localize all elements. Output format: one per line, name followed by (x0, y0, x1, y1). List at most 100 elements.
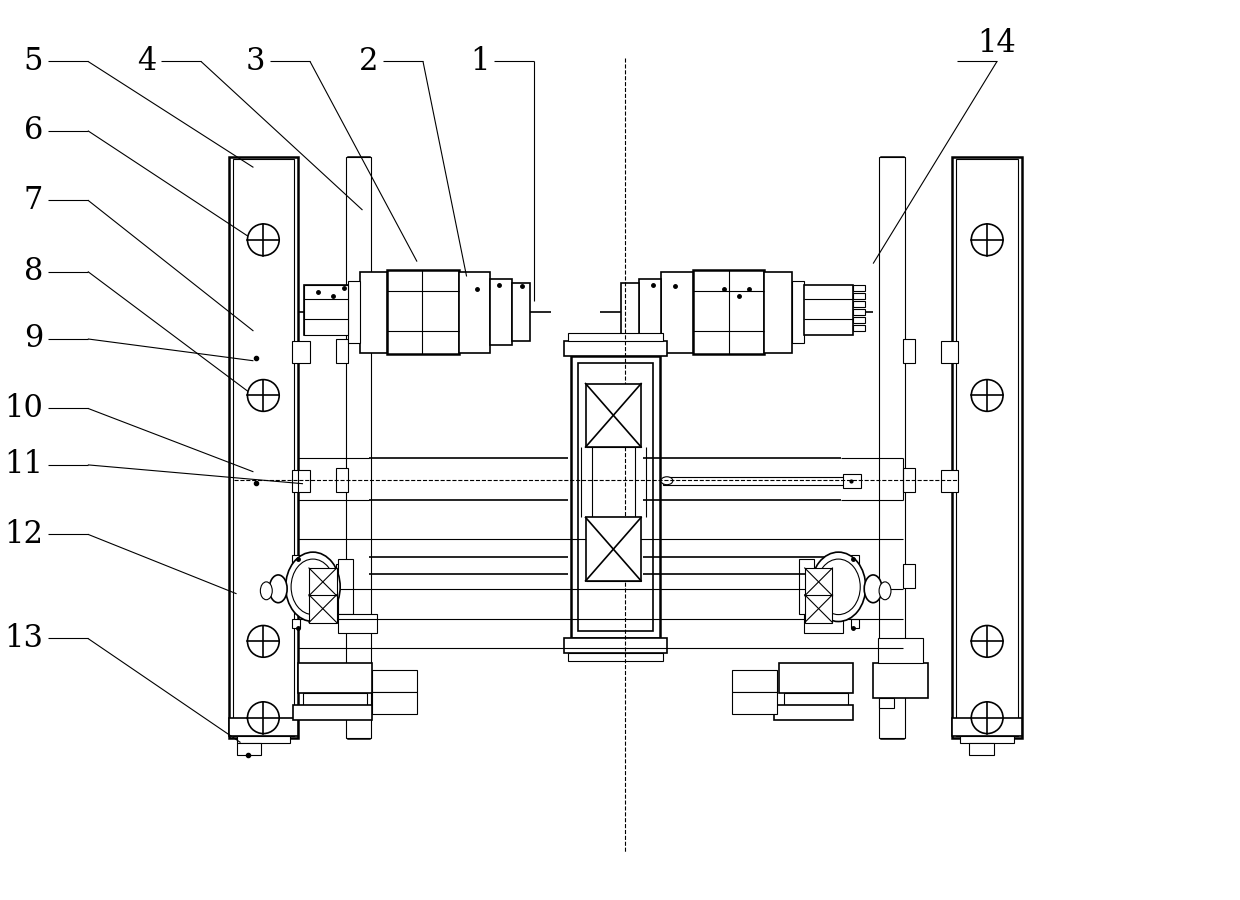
Bar (805, 595, 832, 623)
Bar (779, 663, 853, 693)
Ellipse shape (811, 552, 866, 622)
Bar (903, 468, 915, 491)
Text: 2: 2 (358, 46, 378, 76)
Bar (663, 477, 852, 485)
Text: 9: 9 (24, 323, 43, 355)
Bar (336, 339, 347, 363)
Bar (568, 653, 663, 662)
Bar (564, 638, 667, 653)
Bar (585, 518, 641, 580)
Bar (233, 159, 294, 735)
Bar (804, 285, 853, 335)
Ellipse shape (864, 575, 882, 603)
Bar (372, 670, 417, 692)
Bar (237, 743, 262, 755)
Bar (490, 280, 512, 345)
Bar (784, 693, 848, 705)
Bar (293, 470, 310, 491)
Text: 13: 13 (4, 623, 43, 654)
Bar (639, 280, 661, 345)
Bar (568, 333, 663, 341)
Bar (879, 158, 905, 737)
Text: 3: 3 (246, 46, 265, 76)
Bar (903, 339, 915, 363)
Text: 8: 8 (24, 256, 43, 287)
Ellipse shape (269, 575, 288, 603)
Text: 14: 14 (977, 28, 1017, 59)
Bar (564, 341, 667, 356)
Bar (952, 717, 1022, 735)
Bar (799, 559, 813, 614)
Bar (733, 692, 777, 714)
Ellipse shape (817, 559, 861, 615)
Bar (843, 473, 862, 488)
Text: 5: 5 (24, 46, 43, 76)
Bar (903, 564, 915, 588)
Bar (387, 269, 459, 354)
Bar (805, 568, 832, 596)
Bar (228, 717, 298, 735)
Text: 1: 1 (470, 46, 490, 76)
Bar (941, 341, 959, 363)
Bar (621, 284, 639, 341)
Bar (360, 272, 387, 353)
Bar (873, 663, 928, 698)
Bar (853, 302, 866, 307)
Circle shape (248, 626, 279, 657)
Bar (585, 383, 641, 447)
Bar (570, 356, 660, 638)
Bar (774, 705, 853, 720)
Bar (879, 698, 894, 707)
Bar (853, 317, 866, 323)
Bar (293, 341, 310, 363)
Bar (336, 468, 347, 491)
Circle shape (248, 702, 279, 733)
Bar (792, 282, 804, 343)
Text: 4: 4 (136, 46, 156, 76)
Bar (336, 564, 347, 588)
Text: 11: 11 (4, 449, 43, 481)
Text: 12: 12 (4, 518, 43, 550)
Bar (956, 159, 1018, 735)
Bar (853, 293, 866, 300)
Ellipse shape (661, 477, 673, 485)
Bar (970, 743, 994, 755)
Circle shape (971, 224, 1003, 256)
Bar (347, 158, 370, 737)
Bar (347, 282, 360, 343)
Circle shape (248, 380, 279, 411)
Bar (237, 735, 290, 743)
Bar (298, 663, 372, 693)
Bar (304, 285, 347, 335)
Text: 6: 6 (24, 115, 43, 146)
Bar (853, 310, 866, 315)
Bar (852, 555, 859, 565)
Bar (372, 692, 417, 714)
Bar (578, 363, 653, 632)
Bar (764, 272, 792, 353)
Ellipse shape (879, 582, 892, 599)
Bar (512, 284, 529, 341)
Circle shape (971, 702, 1003, 733)
Bar (459, 272, 490, 353)
Circle shape (971, 626, 1003, 657)
Bar (228, 158, 298, 737)
Bar (337, 559, 352, 614)
Bar (852, 618, 859, 628)
Circle shape (248, 224, 279, 256)
Bar (878, 638, 923, 663)
Bar (853, 325, 866, 331)
Bar (309, 568, 337, 596)
Bar (733, 670, 777, 692)
Bar (293, 705, 372, 720)
Bar (337, 614, 377, 634)
Bar (346, 158, 372, 737)
Ellipse shape (260, 582, 273, 599)
Bar (309, 595, 337, 623)
Ellipse shape (291, 559, 335, 615)
Bar (693, 269, 764, 354)
Bar (293, 618, 300, 628)
Bar (804, 614, 843, 634)
Bar (961, 735, 1014, 743)
Text: 10: 10 (4, 393, 43, 424)
